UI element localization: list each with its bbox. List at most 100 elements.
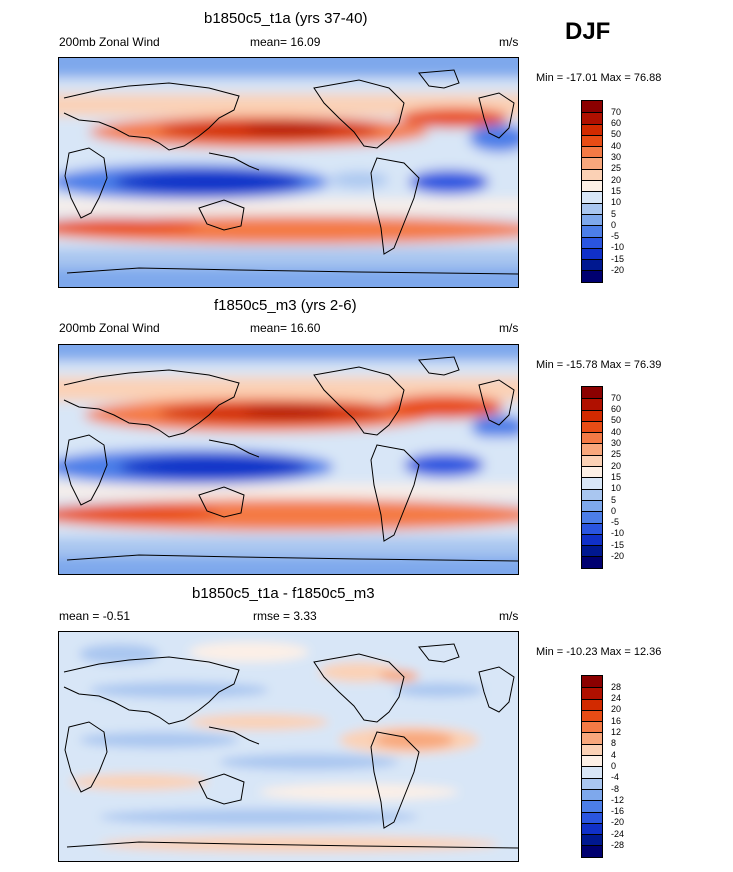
colorbar-tick-label: -15 [611, 539, 625, 550]
panel2-minmax: Min = -15.78 Max = 76.39 [536, 359, 662, 371]
panel2-title: f1850c5_m3 (yrs 2-6) [214, 297, 357, 314]
colorbar-swatch [582, 202, 602, 214]
colorbar-tick-label: 30 [611, 152, 622, 162]
colorbar-swatch [582, 698, 602, 710]
colorbar-swatch [582, 788, 602, 801]
colorbar-tick-label: -10 [611, 528, 625, 539]
colorbar-tick-label: 0 [611, 219, 617, 230]
panel3-colorbar [581, 675, 603, 858]
colorbar-swatch [582, 533, 602, 546]
colorbar-swatch [582, 420, 602, 433]
colorbar-tick-label: 40 [611, 426, 622, 437]
colorbar-swatch [582, 112, 602, 124]
colorbar-swatch [582, 499, 602, 512]
colorbar-tick-label: -20 [611, 265, 625, 275]
colorbar-swatch [582, 466, 602, 478]
colorbar-swatch [582, 454, 602, 467]
colorbar-tick-label: -5 [611, 231, 620, 242]
panel3-units: m/s [499, 609, 519, 623]
colorbar-swatch [582, 409, 602, 421]
colorbar-tick-label: 40 [611, 140, 622, 151]
colorbar-swatch [582, 101, 602, 113]
colorbar-swatch [582, 732, 602, 744]
colorbar-tick-label: 50 [611, 415, 622, 426]
colorbar-swatch [582, 157, 602, 169]
colorbar-tick-label: 8 [611, 738, 617, 749]
panel2-colorbar [581, 386, 603, 569]
colorbar-swatch [582, 387, 602, 399]
colorbar-tick-label: -12 [611, 794, 625, 805]
colorbar-swatch [582, 270, 602, 282]
colorbar-swatch [582, 687, 602, 699]
colorbar-tick-label: 60 [611, 404, 622, 415]
colorbar-tick-label: 24 [611, 693, 622, 704]
colorbar-tick-label: 12 [611, 727, 622, 737]
colorbar-tick-label: 4 [611, 749, 617, 760]
colorbar-tick-label: 0 [611, 505, 617, 516]
colorbar-swatch [582, 477, 602, 489]
panel1-mean: mean= 16.09 [250, 35, 321, 49]
colorbar-swatch [582, 800, 602, 812]
colorbar-swatch [582, 236, 602, 248]
colorbar-tick-label: 25 [611, 163, 622, 174]
colorbar-swatch [582, 213, 602, 226]
colorbar-tick-label: 16 [611, 715, 622, 726]
colorbar-tick-label: 15 [611, 185, 622, 196]
panel1-map [58, 57, 519, 288]
colorbar-swatch [582, 811, 602, 823]
panel1-colorbar [581, 100, 603, 283]
colorbar-tick-label: -4 [611, 772, 620, 783]
colorbar-tick-label: -16 [611, 806, 625, 817]
colorbar-tick-label: 0 [611, 760, 617, 771]
panel1-variable: 200mb Zonal Wind [59, 35, 160, 49]
panel3-rmse: rmse = 3.33 [253, 609, 317, 623]
colorbar-swatch [582, 676, 602, 688]
colorbar-tick-label: -24 [611, 828, 625, 839]
colorbar-swatch [582, 822, 602, 835]
colorbar-tick-label: 25 [611, 449, 622, 460]
colorbar-swatch [582, 247, 602, 260]
colorbar-swatch [582, 398, 602, 410]
colorbar-swatch [582, 443, 602, 455]
colorbar-tick-label: -28 [611, 840, 625, 850]
colorbar-tick-label: -15 [611, 253, 625, 264]
colorbar-tick-label: 20 [611, 174, 622, 185]
colorbar-swatch [582, 743, 602, 756]
colorbar-tick-label: 60 [611, 118, 622, 129]
colorbar-tick-label: 5 [611, 208, 617, 219]
colorbar-swatch [582, 834, 602, 846]
colorbar-swatch [582, 545, 602, 557]
colorbar-swatch [582, 511, 602, 523]
colorbar-tick-label: 50 [611, 129, 622, 140]
panel3-map [58, 631, 519, 862]
colorbar-swatch [582, 225, 602, 237]
panel2-map [58, 344, 519, 575]
colorbar-tick-label: 70 [611, 106, 622, 117]
panel1-title: b1850c5_t1a (yrs 37-40) [204, 10, 368, 27]
colorbar-swatch [582, 777, 602, 789]
colorbar-swatch [582, 766, 602, 778]
colorbar-swatch [582, 191, 602, 203]
colorbar-swatch [582, 755, 602, 767]
colorbar-swatch [582, 432, 602, 444]
colorbar-swatch [582, 488, 602, 500]
panel1-units: m/s [499, 35, 519, 49]
colorbar-tick-label: 20 [611, 460, 622, 471]
colorbar-tick-label: -5 [611, 517, 620, 528]
panel3-minmax: Min = -10.23 Max = 12.36 [536, 646, 662, 658]
colorbar-swatch [582, 134, 602, 147]
colorbar-tick-label: 10 [611, 483, 622, 494]
colorbar-swatch [582, 556, 602, 568]
season-label: DJF [565, 18, 611, 45]
panel1-minmax: Min = -17.01 Max = 76.88 [536, 72, 662, 84]
colorbar-swatch [582, 146, 602, 158]
colorbar-tick-label: 28 [611, 681, 622, 692]
colorbar-swatch [582, 522, 602, 534]
colorbar-tick-label: 20 [611, 704, 622, 715]
colorbar-tick-label: -10 [611, 242, 625, 253]
colorbar-tick-label: 15 [611, 471, 622, 482]
colorbar-tick-label: 5 [611, 494, 617, 505]
panel3-title: b1850c5_t1a - f1850c5_m3 [192, 585, 375, 602]
colorbar-swatch [582, 168, 602, 181]
colorbar-tick-label: -20 [611, 817, 625, 828]
